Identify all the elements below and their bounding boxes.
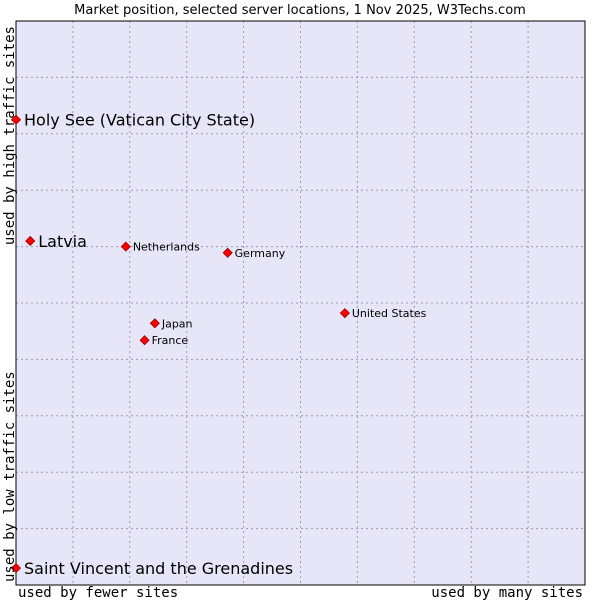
data-points: Holy See (Vatican City State) Latvia Nethe… (10, 111, 427, 578)
point-marker-germany (222, 247, 233, 258)
point-marker-netherlands (120, 241, 131, 252)
point-label-united-states: United States (352, 307, 427, 320)
y-axis-label-low: used by low traffic sites (2, 371, 18, 582)
point-marker-japan (149, 318, 160, 329)
x-axis-label-high: used by many sites (431, 585, 583, 600)
point-marker-france (139, 335, 150, 346)
point-label-netherlands: Netherlands (133, 241, 200, 254)
point-label-japan: Japan (161, 317, 193, 330)
point-marker-united-states (339, 308, 350, 319)
chart-title: Market position, selected server locatio… (74, 3, 526, 18)
point-marker-latvia (25, 235, 36, 247)
point-label-france: France (152, 334, 189, 347)
point-label-saint-vincent-and-the-grenadines: Saint Vincent and the Grenadines (24, 559, 293, 578)
grid-lines (16, 21, 585, 585)
point-label-germany: Germany (235, 247, 286, 260)
point-label-holy-see-vatican-city-state: Holy See (Vatican City State) (24, 111, 255, 130)
x-axis-label-low: used by fewer sites (18, 585, 178, 600)
plot-frame (15, 20, 586, 586)
point-label-latvia: Latvia (38, 232, 87, 251)
point-marker-holy-see-vatican-city-state (10, 114, 22, 125)
point-marker-saint-vincent-and-the-grenadines (10, 563, 22, 574)
y-axis-label-high: used by high traffic sites (2, 26, 18, 245)
